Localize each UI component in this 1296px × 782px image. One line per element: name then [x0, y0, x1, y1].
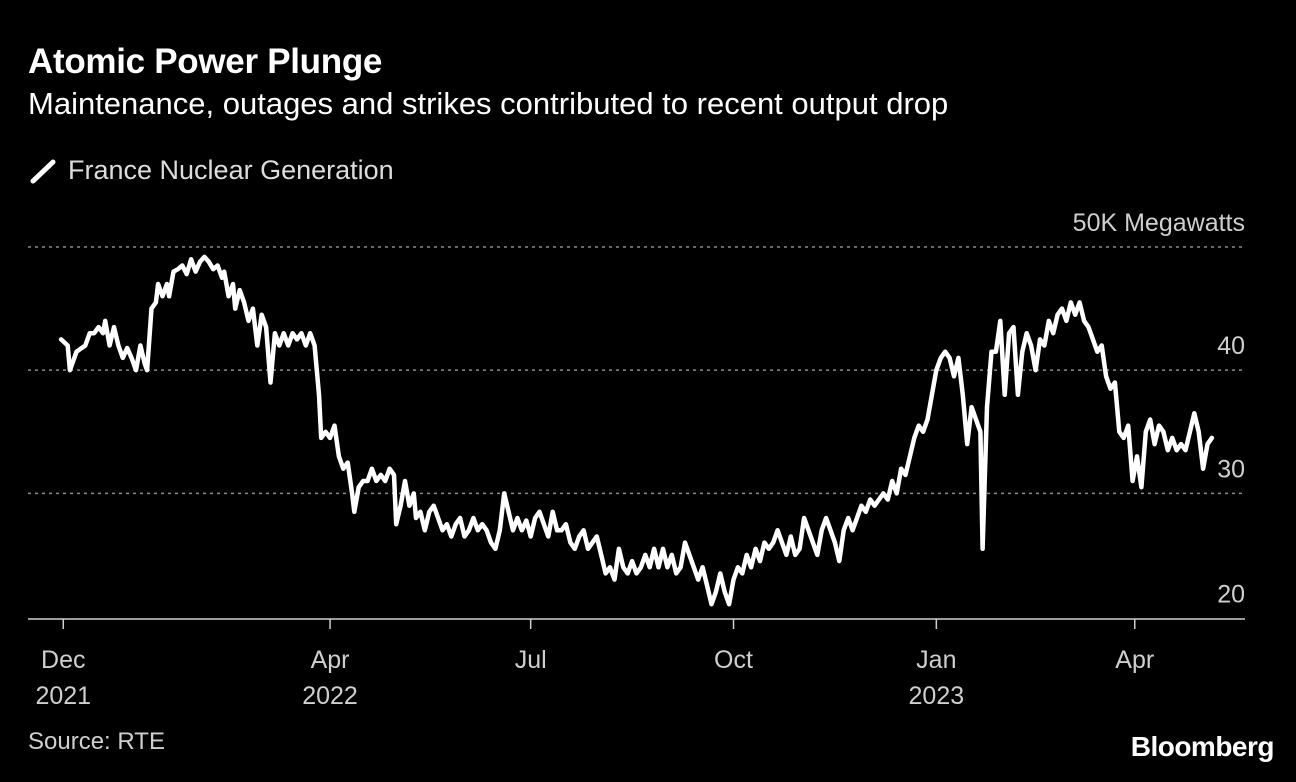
x-tick-month-0: Dec: [41, 646, 85, 674]
x-tick-year-4: 2023: [909, 682, 965, 710]
x-tick-month-2: Jul: [515, 646, 547, 674]
x-tick-month-3: Oct: [714, 646, 753, 674]
legend-label: France Nuclear Generation: [68, 155, 394, 185]
y-tick-label-50: 50K Megawatts: [1073, 209, 1245, 237]
y-gridlines: 50K Megawatts 40 30 20: [28, 209, 1245, 609]
source-note: Source: RTE: [28, 728, 165, 755]
legend-line-swatch-icon: [30, 159, 56, 183]
chart-title: Atomic Power Plunge: [28, 42, 383, 81]
x-tick-year-1: 2022: [302, 682, 358, 710]
x-tick-month-4: Jan: [916, 646, 956, 674]
y-tick-label-40: 40: [1217, 332, 1245, 360]
series-layer: [58, 254, 1215, 607]
x-tick-year-0: 2021: [35, 682, 91, 710]
y-tick-label-20: 20: [1217, 581, 1245, 609]
x-tick-month-5: Apr: [1115, 646, 1154, 674]
chart-subtitle: Maintenance, outages and strikes contrib…: [28, 86, 949, 121]
x-tick-month-1: Apr: [311, 646, 350, 674]
bloomberg-logo: Bloomberg: [1130, 731, 1275, 762]
y-tick-label-30: 30: [1217, 455, 1245, 483]
legend: France Nuclear Generation: [28, 155, 394, 186]
x-axis: Dec 2021 Apr 2022 Jul Oct Jan 2023 Apr: [28, 618, 1245, 710]
series-line-france-nuclear-generation: [58, 254, 1215, 607]
